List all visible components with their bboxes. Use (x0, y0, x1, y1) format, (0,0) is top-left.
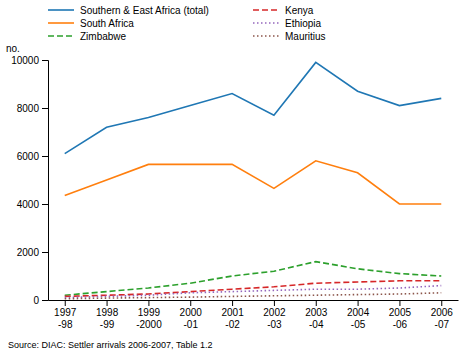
y-tick-mark (42, 252, 48, 253)
y-tick-mark (42, 108, 48, 109)
y-tick-mark (42, 60, 48, 61)
y-tick: 2000 (17, 247, 48, 258)
legend-label: Zimbabwe (80, 31, 127, 42)
y-tick: 8000 (17, 103, 48, 114)
y-tick-mark (42, 300, 48, 301)
legend-swatch (48, 9, 74, 11)
y-tick-label: 10000 (11, 55, 39, 66)
x-tick-mark (65, 300, 66, 306)
x-tick: 1997-98 (54, 300, 77, 330)
y-tick-label: 8000 (17, 103, 40, 114)
x-tick-mark (232, 300, 233, 306)
x-tick-label: 2002-03 (263, 307, 286, 330)
series-line (65, 262, 442, 296)
lines (65, 62, 442, 298)
series-line (65, 161, 442, 204)
legend-label: Mauritius (285, 31, 326, 42)
y-tick-label: 2000 (17, 247, 40, 258)
y-tick: 6000 (17, 151, 48, 162)
legend-label: Ethiopia (285, 18, 322, 29)
x-tick-label: 1998-99 (96, 307, 119, 330)
legend-label: South Africa (80, 18, 134, 29)
y-tick-label: 0 (33, 295, 39, 306)
series-line (65, 62, 442, 153)
x-tick-label: 1999-2000 (136, 307, 162, 330)
x-tick-label: 1997-98 (54, 307, 77, 330)
x-tick-mark (358, 300, 359, 306)
legend-swatch (253, 22, 279, 24)
x-tick-label: 2000-01 (180, 307, 203, 330)
legend-item: Southern & East Africa (total) (48, 5, 209, 16)
x-tick-label: 2006-07 (431, 307, 454, 330)
x-tick: 2002-03 (263, 300, 286, 330)
x-tick-label: 2004-05 (347, 307, 370, 330)
x-tick: 2001-02 (221, 300, 244, 330)
plot: 0 2000 4000 6000 8000 10000 1997-98 1998-99 1999… (11, 55, 458, 330)
y-axis: 0 2000 4000 6000 8000 10000 (11, 55, 48, 306)
x-tick-mark (107, 300, 108, 306)
x-tick-label: 2005-06 (389, 307, 412, 330)
legend-swatch (48, 35, 74, 37)
y-tick-mark (42, 204, 48, 205)
y-tick: 10000 (11, 55, 48, 66)
legend-label: Southern & East Africa (total) (80, 5, 209, 16)
legend-item: South Africa (48, 18, 134, 29)
series-line (65, 293, 442, 299)
x-tick: 2000-01 (180, 300, 203, 330)
legend-swatch (253, 9, 279, 11)
x-tick: 2006-07 (431, 300, 454, 330)
x-tick: 2005-06 (389, 300, 412, 330)
x-axis-line (49, 300, 459, 301)
source-note: Source: DIAC: Settler arrivals 2006-2007… (8, 340, 212, 350)
x-tick-mark (190, 300, 191, 306)
x-axis: 1997-98 1998-99 1999-2000 2000-01 2001-02 200… (49, 300, 459, 330)
y-tick-label: 6000 (17, 151, 40, 162)
legend-item: Kenya (253, 5, 314, 16)
x-tick-label: 2001-02 (221, 307, 244, 330)
y-tick: 4000 (17, 199, 48, 210)
y-tick-mark (42, 156, 48, 157)
x-tick: 2004-05 (347, 300, 370, 330)
y-axis-line (42, 61, 49, 301)
legend-swatch (253, 35, 279, 37)
legend-item: Mauritius (253, 31, 326, 42)
x-tick-mark (274, 300, 275, 306)
x-tick: 2003-04 (305, 300, 328, 330)
legend-item: Zimbabwe (48, 31, 127, 42)
y-tick: 0 (33, 295, 48, 306)
legend: Southern & East Africa (total) South Afri… (48, 5, 326, 42)
x-tick-mark (441, 300, 442, 306)
y-label: no. (6, 43, 20, 54)
x-tick-mark (316, 300, 317, 306)
legend-swatch (48, 22, 74, 24)
x-tick: 1998-99 (96, 300, 119, 330)
legend-item: Ethiopia (253, 18, 322, 29)
x-tick: 1999-2000 (136, 300, 162, 330)
x-tick-label: 2003-04 (305, 307, 328, 330)
x-tick-mark (148, 300, 149, 306)
legend-label: Kenya (285, 5, 314, 16)
y-tick-label: 4000 (17, 199, 40, 210)
chart: 0 2000 4000 6000 8000 10000 1997-98 1998-99 1999… (0, 0, 472, 354)
x-tick-mark (399, 300, 400, 306)
